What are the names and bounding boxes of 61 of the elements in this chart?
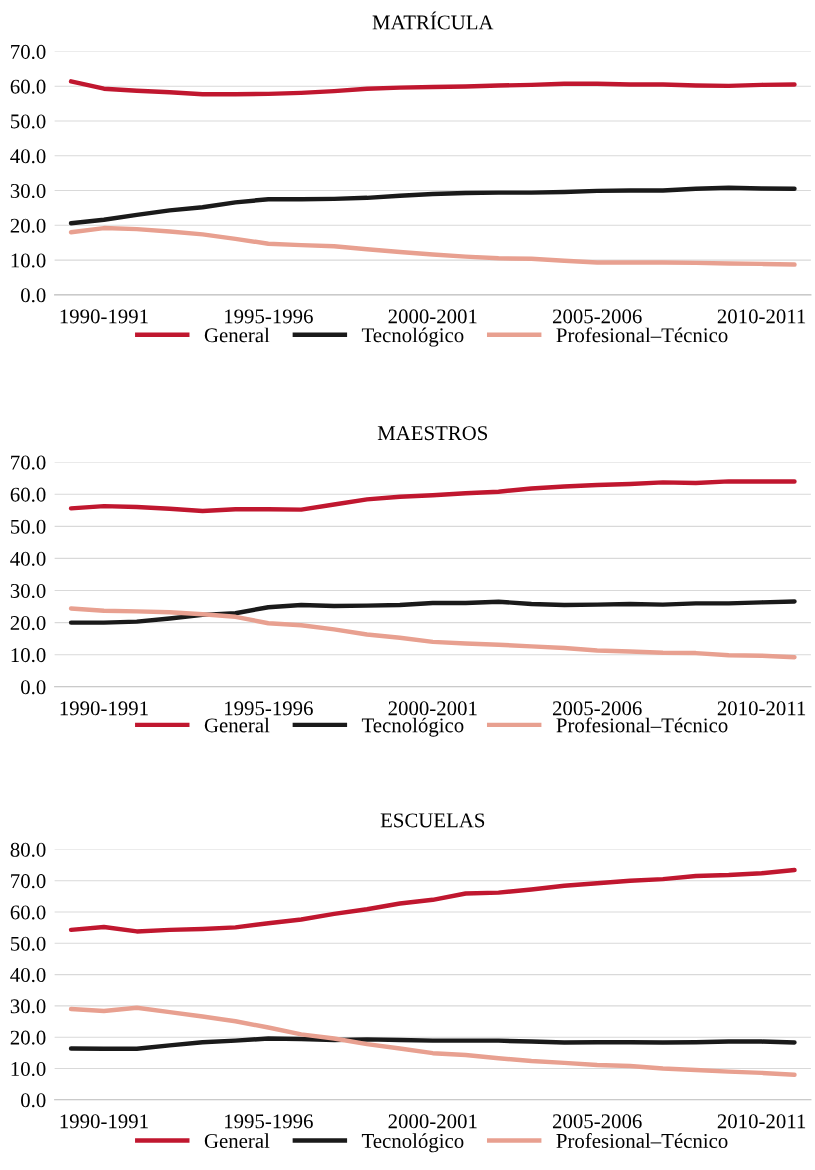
x-tick-label: 2005-2006 [552,1114,642,1129]
x-tick-label: 2010-2011 [717,1114,806,1129]
legend-label: General [204,717,270,733]
chart-title: ESCUELAS [380,813,485,828]
y-tick-label: 50.0 [11,114,46,129]
x-tick-label: 2005-2006 [552,701,642,716]
y-tick-label: 80.0 [10,842,46,857]
y-tick-label: 60.0 [10,79,46,94]
y-tick-label: 50.0 [11,936,46,951]
line-series [68,79,797,97]
y-tick-label: 20.0 [10,1030,46,1045]
line-series [68,479,797,514]
x-tick-label: 2010-2011 [717,701,806,716]
x-tick-label: 1995-1996 [225,701,313,716]
y-tick-label: 0.0 [21,680,46,695]
y-tick-label: 70.0 [11,874,46,889]
y-tick-label: 10.0 [11,648,46,663]
line-series [68,867,797,934]
legend-label: General [204,1133,270,1148]
x-tick-label: 2000-2001 [388,1114,477,1129]
line-series [68,185,797,226]
line-series [68,1036,797,1052]
y-tick-label: 0.0 [21,288,46,303]
x-tick-label: 1995-1996 [225,1114,313,1129]
legend-label: Profesional–Técnico [556,717,728,733]
line-series [68,225,797,267]
y-tick-label: 30.0 [10,583,46,599]
line-series [68,606,797,660]
x-tick-label: 1990-1991 [60,309,148,324]
y-tick-label: 70.0 [11,44,46,59]
legend-label: Tecnológico [361,327,464,347]
chart-title: MATRÍCULA [372,11,494,30]
line-series [68,599,797,625]
y-tick-label: 20.0 [10,615,46,631]
y-tick-label: 40.0 [10,551,46,566]
x-tick-label: 1995-1996 [225,309,313,324]
x-tick-label: 1990-1991 [60,1114,148,1129]
legend-label: Profesional–Técnico [556,1133,728,1148]
legend-label: Tecnológico [361,717,464,737]
x-tick-label: 2010-2011 [717,309,806,324]
legend-label: Profesional–Técnico [556,327,728,343]
legend-label: Tecnológico [361,1133,464,1153]
x-tick-label: 2005-2006 [552,309,642,324]
y-tick-label: 40.0 [10,149,46,164]
y-tick-label: 20.0 [10,218,46,233]
y-tick-label: 10.0 [11,253,46,268]
y-tick-label: 10.0 [11,1061,46,1077]
x-tick-label: 1990-1991 [60,701,148,716]
y-tick-label: 40.0 [10,967,46,983]
x-tick-label: 2000-2001 [388,701,477,716]
y-tick-label: 30.0 [10,183,46,199]
y-tick-label: 30.0 [10,999,46,1014]
x-tick-label: 2000-2001 [388,309,477,324]
y-tick-label: 0.0 [21,1093,46,1108]
y-tick-label: 60.0 [10,905,46,920]
legend-label: General [204,327,270,343]
y-tick-label: 70.0 [11,455,46,470]
y-tick-label: 60.0 [10,487,46,502]
y-tick-label: 50.0 [11,519,46,534]
line-series [68,1005,797,1077]
chart-title: MAESTROS [377,426,488,441]
